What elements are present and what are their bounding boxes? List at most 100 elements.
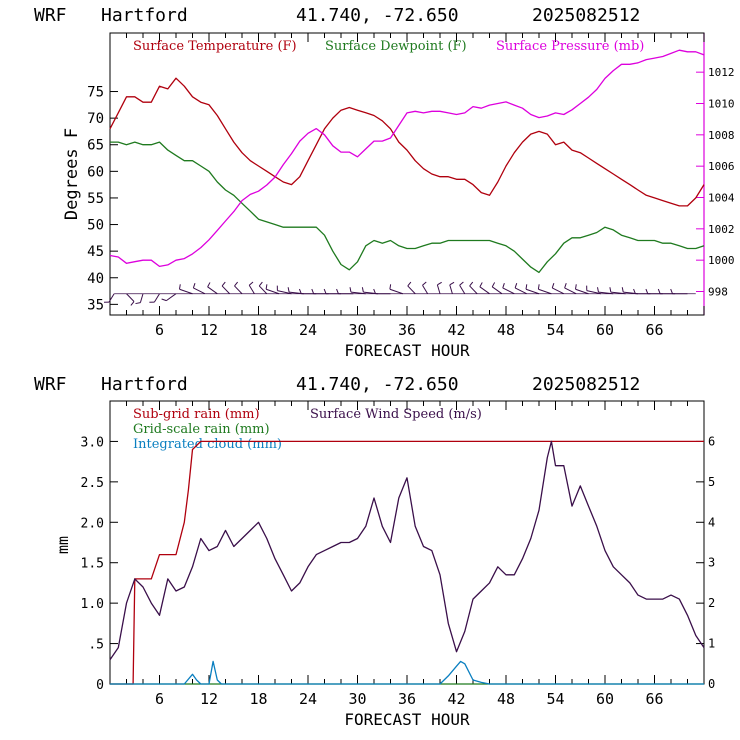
wind-barb (361, 287, 379, 295)
bottom-x-tick-label: 48 (497, 690, 515, 708)
header-station: Hartford (101, 5, 188, 26)
top-right-tick-label: 1008 (708, 129, 735, 142)
wind-barb (207, 282, 218, 295)
wind-barb (586, 285, 601, 295)
bottom-x-tick-label: 36 (398, 690, 416, 708)
series-cloud-line (110, 660, 704, 685)
bottom-right-axis: 0 1 2 3 4 5 6 (696, 434, 715, 691)
bottom-left-tick-label: 0 (96, 678, 104, 693)
legend-wind-speed: Surface Wind Speed (m/s) (310, 407, 482, 422)
bottom-left-axis: 0 .5 1.0 1.5 2.0 2.5 3.0 (81, 435, 118, 693)
top-x-tick-label: 60 (596, 321, 614, 339)
bottom-right-tick-label: 4 (708, 515, 715, 529)
wind-barbs (103, 281, 696, 306)
wind-barb (575, 284, 589, 295)
legend-subgrid-rain: Sub-grid rain (mm) (133, 407, 260, 422)
top-legend: Surface Temperature (F) Surface Dewpoint… (133, 39, 644, 54)
wind-barb (179, 284, 193, 295)
bottom-legend: Sub-grid rain (mm) Surface Wind Speed (m… (133, 407, 482, 452)
bottom-series-group (109, 440, 705, 685)
top-left-tick-label: 70 (87, 111, 104, 127)
bottom-left-tick-label: 2.5 (81, 476, 104, 491)
top-x-tick-label: 66 (645, 321, 663, 339)
bottom-x-axis: 6 12 18 24 30 36 42 48 54 60 66 (109, 401, 705, 708)
bottom-x-tick-label: 30 (348, 690, 366, 708)
bottom-x-tick-label: 54 (546, 690, 564, 708)
top-right-axis: 998 1000 1002 1004 1006 1008 1010 1012 (696, 66, 735, 299)
header-run: 2025082512 (532, 5, 640, 26)
wind-barb (502, 283, 515, 295)
wind-barb (135, 293, 144, 305)
bottom-left-tick-label: 3.0 (81, 435, 104, 450)
wind-barb (670, 288, 688, 295)
top-x-tick-label: 48 (497, 321, 515, 339)
legend-dewpoint: Surface Dewpoint (F) (325, 39, 467, 54)
legend-temperature: Surface Temperature (F) (133, 39, 297, 54)
header-bottom: WRF Hartford 41.740, -72.650 2025082512 (34, 374, 640, 395)
bottom-right-tick-label: 0 (708, 677, 715, 691)
bottom-x-tick-label: 24 (299, 690, 317, 708)
bottom-x-tick-label: 66 (645, 690, 663, 708)
top-x-axis-label: FORECAST HOUR (344, 341, 470, 360)
series-pressure-line (109, 49, 705, 268)
bottom-right-tick-label: 3 (708, 556, 715, 570)
top-x-tick-label: 18 (249, 321, 267, 339)
wind-barb (103, 293, 115, 303)
wind-barb (551, 283, 564, 295)
series-temperature-line (109, 77, 705, 207)
wind-barb (389, 284, 404, 295)
bottom-x-tick-label: 6 (155, 690, 164, 708)
wind-barb (149, 293, 160, 303)
bottom-left-tick-label: 1.0 (81, 597, 104, 612)
bottom-x-tick-label: 12 (200, 690, 218, 708)
bottom-x-tick-label: 42 (447, 690, 465, 708)
wind-barb (537, 284, 552, 295)
top-left-tick-label: 40 (87, 271, 104, 287)
wind-barb (621, 287, 639, 295)
header-station: Hartford (101, 374, 188, 395)
bottom-right-tick-label: 1 (708, 637, 715, 651)
top-left-tick-label: 45 (87, 244, 104, 260)
header-model: WRF (34, 374, 67, 395)
top-right-tick-label: 1004 (708, 192, 735, 205)
top-left-tick-label: 60 (87, 164, 104, 180)
header-run: 2025082512 (532, 374, 640, 395)
top-x-tick-label: 12 (200, 321, 218, 339)
wind-barb (287, 287, 304, 295)
top-x-axis: 6 12 18 24 30 36 42 48 54 60 66 (109, 33, 705, 339)
bottom-y-axis-label: mm (54, 536, 72, 554)
bottom-left-tick-label: .5 (88, 638, 104, 653)
top-left-tick-label: 75 (87, 85, 104, 101)
wind-barb (469, 281, 478, 295)
top-right-tick-label: 1002 (708, 223, 735, 236)
wind-barb (192, 283, 206, 295)
bottom-right-tick-label: 5 (708, 475, 715, 489)
top-x-tick-label: 24 (299, 321, 317, 339)
wind-barb (491, 282, 503, 295)
header-model: WRF (34, 5, 67, 26)
top-y-axis-label: Degrees F (62, 128, 82, 220)
bottom-right-tick-label: 2 (708, 596, 715, 610)
legend-gridscale-rain: Grid-scale rain (mm) (133, 422, 270, 437)
top-left-tick-label: 50 (87, 218, 104, 234)
wind-barb (514, 283, 527, 295)
wind-barb (449, 281, 455, 294)
top-x-tick-label: 54 (546, 321, 564, 339)
bottom-right-tick-label: 6 (708, 434, 715, 448)
top-x-tick-label: 30 (348, 321, 366, 339)
wind-barb (265, 284, 280, 295)
top-x-tick-label: 36 (398, 321, 416, 339)
top-left-tick-label: 35 (87, 297, 104, 313)
header-coords: 41.740, -72.650 (296, 374, 459, 395)
header-top: WRF Hartford 41.740, -72.650 2025082512 (34, 5, 640, 26)
wind-barb (221, 281, 230, 295)
wind-barb (161, 293, 177, 302)
bottom-x-tick-label: 18 (249, 690, 267, 708)
wind-barb (407, 281, 416, 295)
wind-barb (422, 281, 429, 294)
top-x-tick-label: 42 (447, 321, 465, 339)
top-x-tick-label: 6 (155, 321, 164, 339)
wind-barb (479, 282, 490, 295)
wind-barb (459, 281, 466, 294)
legend-pressure: Surface Pressure (mb) (496, 39, 644, 54)
